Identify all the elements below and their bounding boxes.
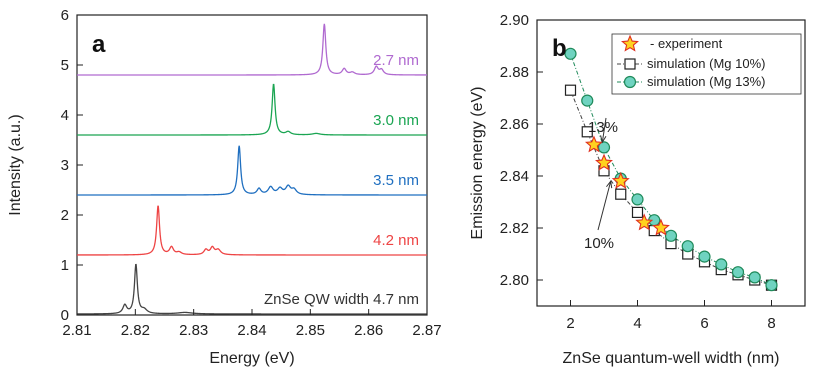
panel-a-letter: a [92, 31, 106, 58]
point-simulation-mg-13 [715, 258, 728, 271]
panel-b-x-tick-label: 2 [566, 315, 574, 332]
point-simulation-mg-13 [581, 94, 594, 107]
panel-a-y-tick-label: 3 [61, 157, 69, 174]
trace-3-5-nm [77, 145, 427, 196]
point-simulation-mg-13 [748, 271, 761, 284]
annotation-label: 10% [584, 235, 614, 252]
panel-a-spectra: 2.81 2.82 2.83 2.84 2.85 2.86 2.87 0 1 2 3 4 5 6 ZnS… [7, 7, 442, 367]
panel-b-x-tick-label: 4 [633, 315, 641, 332]
trace-label-2-7-nm: 2.7 nm [373, 52, 419, 69]
panel-b-series-points [564, 47, 778, 292]
trace-4-2-nm [77, 205, 427, 256]
annotation-arrow [601, 117, 607, 143]
panel-a-y-ticks: 0 1 2 3 4 5 6 [61, 7, 83, 324]
trace-2-7-nm [77, 23, 427, 76]
panel-b-y-axis-title: Emission energy (eV) [469, 87, 486, 240]
trace-3-0-nm [77, 83, 427, 136]
point-simulation-mg-13 [564, 47, 577, 60]
point-simulation-mg-13 [765, 279, 778, 292]
point-simulation-mg-10 [564, 84, 577, 96]
panel-a-x-tick-label: 2.84 [237, 322, 266, 339]
annotation-arrow [597, 181, 612, 231]
panel-b-plot-frame [536, 19, 806, 307]
panel-a-y-tick-label: 5 [61, 57, 69, 74]
legend-marker-experiment [621, 34, 639, 52]
panel-b-y-ticks: 2.80 2.82 2.84 2.86 2.88 2.90 [500, 12, 543, 289]
point-simulation-mg-10 [615, 188, 627, 200]
trace-label-3-0-nm: 3.0 nm [373, 112, 419, 129]
annotation-arrowhead [600, 135, 607, 144]
point-simulation-mg-10 [581, 126, 593, 138]
panel-a-x-ticks: 2.81 2.82 2.83 2.84 2.85 2.86 2.87 [62, 309, 442, 339]
legend-circle-marker [623, 75, 637, 89]
panel-a-trace-labels: ZnSe QW width 4.7 nm 4.2 nm 3.5 nm 3.0 nm 2.… [264, 52, 419, 308]
legend-label-simulation-mg-10: simulation (Mg 10%) [647, 56, 766, 71]
panel-b-x-ticks: 2 4 6 8 [566, 300, 776, 332]
panel-b-y-tick-label: 2.84 [500, 168, 529, 185]
point-experiment [611, 171, 630, 189]
point-simulation-mg-13 [597, 141, 611, 154]
point-simulation-mg-13 [681, 240, 694, 253]
panel-b-y-tick-label: 2.88 [500, 64, 529, 81]
legend-box [611, 33, 802, 95]
point-simulation-mg-13 [664, 229, 678, 242]
legend-marker-simulation-mg-13 [623, 75, 637, 89]
point-experiment [635, 213, 654, 231]
panel-a-x-tick-label: 2.85 [296, 322, 325, 339]
panel-b-x-tick-label: 8 [767, 315, 775, 332]
annotation-arrowhead [606, 179, 613, 189]
point-experiment [651, 218, 670, 236]
point-simulation-mg-10 [631, 206, 644, 218]
panel-b-letter: b [552, 35, 567, 62]
point-experiment [595, 153, 613, 171]
panel-b-x-axis-title: ZnSe quantum-well width (nm) [563, 350, 780, 367]
panel-b-annotations: 13% 10% [584, 117, 618, 252]
legend-entry-experiment: - experiment [621, 34, 723, 52]
legend-entry-simulation-mg-13: simulation (Mg 13%) [617, 74, 766, 89]
panel-b-x-tick-label: 6 [700, 315, 708, 332]
panel-b-y-tick-label: 2.86 [500, 116, 529, 133]
panel-a-x-tick-label: 2.86 [354, 322, 383, 339]
point-experiment [584, 135, 603, 153]
legend-label-simulation-mg-13: simulation (Mg 13%) [647, 74, 766, 89]
annotation-label: 13% [588, 119, 618, 136]
panel-a-x-tick-label: 2.83 [179, 322, 208, 339]
point-simulation-mg-13 [731, 266, 745, 279]
legend-square-marker [624, 58, 636, 70]
trace-label-4-2-nm: 4.2 nm [373, 232, 419, 249]
panel-b-y-tick-label: 2.80 [500, 272, 529, 289]
legend-marker-simulation-mg-10 [624, 58, 636, 70]
panel-a-y-tick-label: 0 [61, 307, 69, 324]
panel-b-emission: 2 4 6 8 2.80 2.82 2.84 2.86 2.88 2.90 13% 10% - e… [469, 12, 806, 367]
point-simulation-mg-13 [698, 250, 711, 263]
legend-entry-simulation-mg-10: simulation (Mg 10%) [617, 56, 766, 71]
panel-a-x-tick-label: 2.82 [121, 322, 150, 339]
legend-star-marker [621, 34, 639, 52]
legend-label-experiment: - experiment [650, 36, 723, 51]
panel-b-legend: - experiment simulation (Mg 10%) simulat… [611, 33, 802, 95]
panel-a-x-tick-label: 2.81 [62, 322, 91, 339]
trace-label-znse-qw-width-4-7-nm: ZnSe QW width 4.7 nm [264, 291, 419, 308]
panel-a-y-tick-label: 2 [61, 207, 69, 224]
panel-a-y-tick-label: 6 [61, 7, 69, 24]
panel-a-y-axis-title: Intensity (a.u.) [7, 114, 24, 215]
trace-label-3-5-nm: 3.5 nm [373, 172, 419, 189]
panel-b-y-tick-label: 2.82 [500, 220, 529, 237]
panel-a-y-tick-label: 1 [61, 257, 69, 274]
panel-a-x-tick-label: 2.87 [412, 322, 441, 339]
panel-b-y-tick-label: 2.90 [500, 12, 529, 29]
panel-a-x-axis-title: Energy (eV) [209, 350, 294, 367]
panel-a-y-tick-label: 4 [61, 107, 69, 124]
point-simulation-mg-13 [631, 193, 644, 206]
